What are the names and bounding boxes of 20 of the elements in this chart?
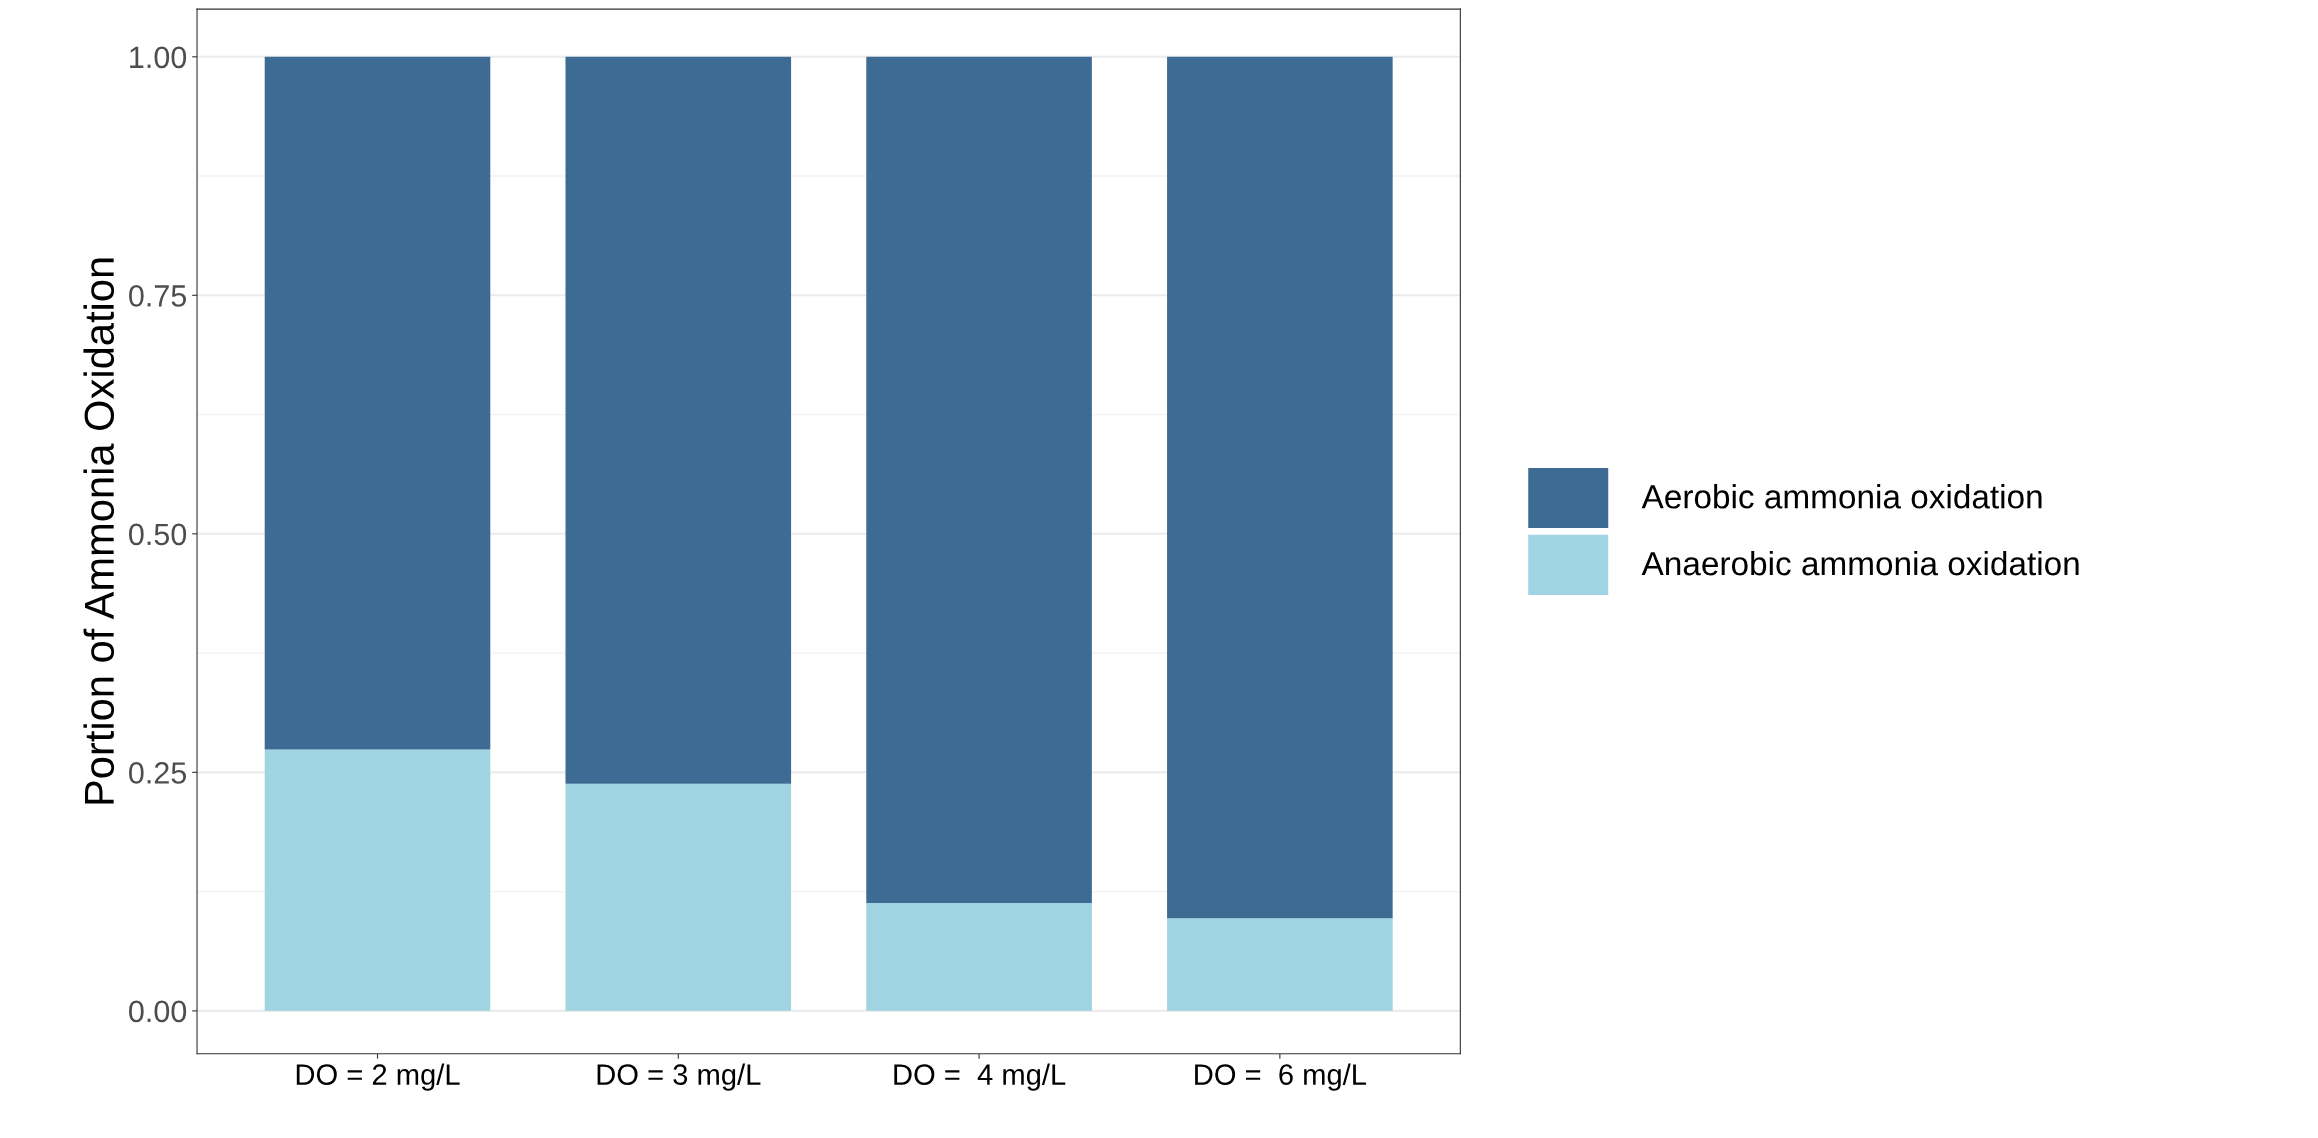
- x-tick-label: DO = 3 mg/L: [597, 1063, 761, 1091]
- y-tick-label: 0.25: [129, 762, 187, 784]
- bar: [565, 56, 792, 784]
- y-tick-label: 0.50: [129, 523, 187, 546]
- y-tick-label: 1.00: [130, 46, 187, 69]
- bar: [264, 749, 491, 1011]
- bar: [866, 56, 1092, 904]
- bar: [1167, 918, 1393, 1011]
- x-tick-label: DO = 2 mg/L: [296, 1063, 460, 1091]
- y-axis-title: Portion of Ammonia Oxidation: [83, 258, 115, 804]
- x-tick-label: DO = 6 mg/L: [1195, 1063, 1367, 1091]
- bar: [565, 783, 792, 1011]
- legend-label: Anaerobic ammonia oxidation: [1641, 550, 2079, 576]
- x-tick-label: DO = 4 mg/L: [894, 1063, 1066, 1091]
- legend-label: Aerobic ammonia oxidation: [1641, 484, 2042, 509]
- bar: [1167, 56, 1393, 919]
- bar: [866, 903, 1092, 1011]
- y-tick-label: 0.75: [129, 285, 187, 307]
- y-tick-label: 0.00: [129, 1000, 187, 1023]
- bar: [264, 56, 491, 750]
